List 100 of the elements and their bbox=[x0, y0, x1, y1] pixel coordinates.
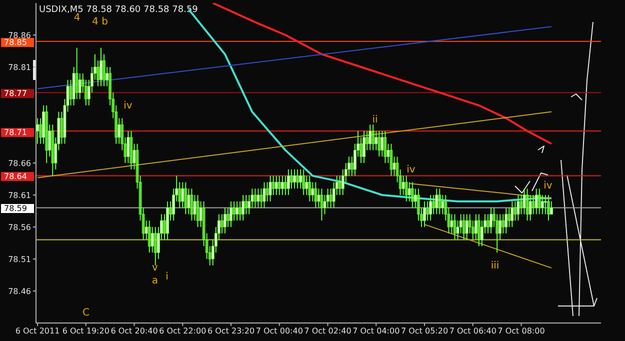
ref-line-label: 78.77 bbox=[1, 89, 34, 98]
candlestick bbox=[390, 143, 393, 176]
candlestick bbox=[526, 188, 529, 222]
candlestick bbox=[465, 214, 468, 240]
candlestick bbox=[244, 194, 248, 215]
annotation: v bbox=[152, 262, 158, 274]
candlestick bbox=[508, 207, 511, 228]
candlestick bbox=[447, 207, 450, 234]
annotation: 4 bbox=[74, 12, 80, 24]
x-tick-label: 6 Oct 22:00 bbox=[159, 326, 206, 336]
annotation: 4 b bbox=[92, 16, 108, 28]
candlestick bbox=[280, 175, 284, 196]
candlestick bbox=[205, 232, 208, 260]
candlestick bbox=[516, 194, 520, 222]
candlestick bbox=[420, 207, 423, 228]
candlestick bbox=[138, 175, 142, 222]
candlestick bbox=[502, 214, 505, 234]
annotation: iv bbox=[124, 100, 132, 112]
candlestick bbox=[242, 194, 245, 222]
candlestick bbox=[208, 246, 212, 266]
candlestick bbox=[429, 194, 432, 222]
candlestick bbox=[296, 168, 299, 190]
annotation: iv bbox=[406, 164, 416, 176]
candlestick bbox=[266, 182, 269, 202]
candlestick bbox=[329, 188, 332, 208]
candlestick bbox=[432, 194, 436, 215]
candlestick bbox=[202, 200, 206, 247]
x-tick-label: 6 Oct 2011 bbox=[15, 326, 60, 336]
candlestick bbox=[426, 200, 429, 222]
ref-line-label: 78.59 bbox=[1, 204, 34, 214]
candlestick bbox=[256, 188, 260, 208]
candlestick bbox=[178, 182, 182, 208]
x-tick-label: 7 Oct 06:40 bbox=[449, 326, 496, 336]
candlestick bbox=[154, 226, 157, 266]
candlestick bbox=[372, 124, 375, 151]
candlestick bbox=[444, 194, 448, 222]
candlestick bbox=[486, 214, 490, 234]
candlestick bbox=[468, 214, 472, 234]
candlestick bbox=[532, 194, 535, 215]
y-tick-label: 78.81 bbox=[8, 62, 31, 72]
candlestick bbox=[272, 175, 275, 196]
candlestick bbox=[477, 214, 480, 247]
candlestick bbox=[490, 207, 492, 234]
ref-line-label: 78.71 bbox=[1, 128, 34, 136]
candlestick bbox=[260, 188, 263, 208]
candlestick bbox=[360, 136, 362, 164]
candlestick bbox=[320, 188, 324, 222]
candlestick bbox=[236, 200, 239, 222]
x-tick-label: 6 Oct 20:40 bbox=[110, 326, 158, 336]
candlestick bbox=[96, 60, 100, 87]
candlestick bbox=[314, 182, 318, 208]
candlestick bbox=[75, 47, 78, 100]
candlestick bbox=[124, 136, 127, 164]
candlestick bbox=[284, 175, 287, 196]
candlestick bbox=[547, 194, 550, 222]
candlestick bbox=[268, 175, 272, 202]
annotation: C bbox=[82, 308, 90, 318]
candlestick bbox=[274, 175, 278, 196]
candlestick bbox=[453, 214, 456, 240]
candlestick bbox=[538, 188, 541, 215]
candlestick bbox=[45, 104, 48, 164]
candlestick bbox=[462, 214, 466, 240]
candlestick bbox=[81, 72, 84, 94]
candlestick bbox=[368, 124, 372, 151]
y-tick-label: 78.46 bbox=[8, 286, 31, 296]
candlestick bbox=[196, 194, 200, 228]
candlestick bbox=[108, 66, 112, 106]
y-tick-label: 78.61 bbox=[8, 190, 31, 200]
annotation: a bbox=[152, 276, 158, 286]
candlestick bbox=[130, 130, 133, 170]
candlestick bbox=[220, 214, 224, 234]
candlestick bbox=[238, 200, 242, 222]
candlestick bbox=[471, 220, 474, 240]
candlestick bbox=[302, 168, 306, 196]
candlestick bbox=[100, 47, 102, 87]
candlestick bbox=[378, 130, 381, 158]
candlestick bbox=[102, 54, 106, 87]
candlestick bbox=[254, 188, 257, 208]
annotation: iii bbox=[490, 260, 500, 272]
candlestick bbox=[226, 207, 230, 228]
candlestick bbox=[410, 182, 414, 208]
candlestick bbox=[230, 200, 232, 228]
candlestick bbox=[520, 194, 523, 215]
y-tick-label: 78.56 bbox=[8, 222, 31, 232]
candlestick bbox=[190, 188, 194, 222]
candlestick bbox=[417, 188, 420, 222]
candlestick bbox=[290, 168, 293, 190]
candlestick bbox=[423, 200, 426, 228]
candlestick bbox=[262, 182, 266, 208]
candlestick bbox=[184, 182, 188, 215]
annotation: ii bbox=[372, 114, 378, 126]
x-tick-label: 7 Oct 02:40 bbox=[304, 326, 352, 336]
candlestick bbox=[142, 207, 145, 240]
y-tick-label: 78.51 bbox=[8, 254, 31, 264]
ref-line-label: 78.85 bbox=[1, 38, 34, 47]
candlestick bbox=[510, 200, 514, 228]
candlestick bbox=[398, 168, 402, 196]
x-tick-label: 7 Oct 00:40 bbox=[256, 326, 303, 336]
candlestick bbox=[148, 220, 151, 254]
line-series bbox=[212, 3, 552, 145]
